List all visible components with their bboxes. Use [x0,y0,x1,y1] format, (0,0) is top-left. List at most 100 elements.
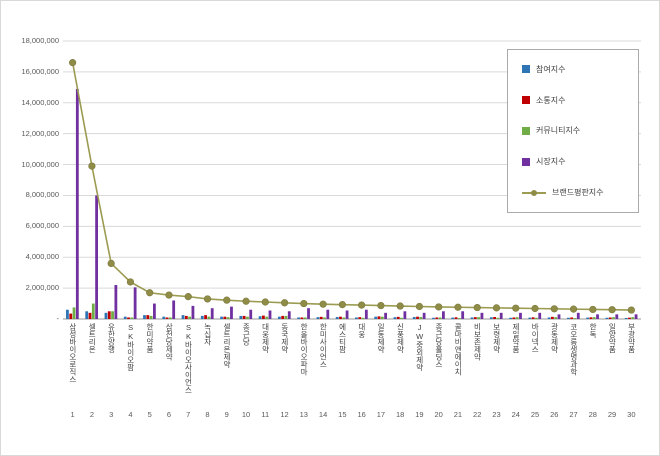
category-label: 코오롱생명과학 [569,323,579,376]
rank-label: 4 [128,410,133,419]
bar-series-1 [570,317,574,319]
category-label-cell: 종근당 [236,323,255,409]
category-label: 유한양행 [106,323,116,353]
bar-series-1 [300,317,304,319]
legend-label: 브랜드평판지수 [552,188,604,198]
bar-series-2 [573,318,577,319]
category-label: 동국제약 [280,323,290,353]
bar-series-2 [265,316,269,319]
bar-series-2 [72,307,76,319]
line-marker [435,303,443,311]
bar-series-2 [111,311,114,319]
line-marker [88,162,96,170]
category-label: 비보존제약 [472,323,482,361]
line-marker [184,293,192,301]
legend-label: 커뮤니티지수 [536,126,581,136]
bar-series-2 [477,317,481,319]
line-marker [531,304,539,313]
rank-label: 7 [186,410,191,419]
bar-series-3 [615,314,619,319]
bar-series-2 [284,315,288,319]
category-label: 보령제약 [492,323,502,353]
bar-series-1 [223,316,227,319]
category-label-cell: 비보존제약 [468,323,487,409]
bar-series-1 [454,317,458,319]
line-marker [338,301,346,309]
bar-series-1 [165,317,169,319]
category-label: 종근당홀딩스 [434,323,444,368]
bar-series-1 [319,316,323,319]
legend-swatch-icon [522,65,530,74]
rank-label: 29 [607,410,617,419]
bar-series-2 [168,317,172,319]
bar-series-1 [473,317,477,319]
bar-series-3 [287,311,291,319]
category-label: 대웅제약 [261,323,271,353]
bar-series-1 [262,315,265,319]
category-label-cell: 콜마비앤에이치 [448,323,467,409]
rank-label: 28 [588,410,597,419]
rank-label: 11 [261,410,270,419]
bar-series-2 [303,317,307,319]
bar-series-0 [277,316,281,319]
line-marker [242,297,250,305]
bar-series-1 [204,315,207,319]
legend-swatch-icon [522,126,530,135]
bar-series-0 [258,316,262,319]
bar-series-3 [364,309,368,319]
category-label-cell: 대웅제약 [256,323,275,409]
rank-label: 5 [147,410,152,419]
bar-series-2 [457,318,461,319]
bar-series-2 [207,316,211,319]
legend-line-marker-icon [522,189,546,197]
bar-series-0 [335,316,339,319]
bar-series-1 [107,311,111,319]
legend-item-1: 소통지수 [508,95,638,106]
bar-series-2 [91,303,95,319]
bar-series-3 [172,300,176,319]
rank-label: 25 [530,410,540,419]
category-label: 광동제약 [550,323,560,353]
category-label-cell: 보령제약 [487,323,506,409]
bar-series-1 [608,317,612,319]
category-label: 한독 [588,323,598,338]
bar-series-2 [149,315,153,319]
legend-label: 참여지수 [536,64,566,74]
bar-series-3 [230,306,233,319]
legend-swatch-icon [522,96,530,105]
bar-series-2 [361,317,365,319]
bar-series-0 [297,317,301,319]
x-axis-rank-labels: 1 2 3 4 5 6 7 8 9 10 11 12 13 14 15 16 17 18 19 20 21 22 23 24 2… [63,410,641,421]
bar-series-2 [535,317,538,319]
rank-label: 27 [569,410,578,419]
category-label-cell: 일동제약 [371,323,390,409]
bar-series-0 [432,317,435,319]
rank-label: 20 [434,410,443,419]
bar-series-1 [88,312,92,319]
rank-label: 2 [89,410,94,419]
bar-series-2 [400,317,403,319]
y-tick-label: 12,000,000 [21,128,59,138]
category-label-cell: 종근당홀딩스 [429,323,448,409]
bar-series-2 [496,317,500,319]
bar-series-2 [188,316,192,319]
rank-label: 12 [280,410,289,419]
category-label: 삼천당제약 [164,323,174,361]
bar-series-3 [345,310,349,319]
category-label: 일양약품 [607,323,617,353]
y-tick-label: 16,000,000 [21,66,59,76]
category-label: 셀트리온제약 [222,323,232,368]
bar-series-0 [85,311,89,319]
y-tick-label: 6,000,000 [25,221,59,231]
bar-series-0 [470,317,474,319]
bar-series-0 [412,316,416,319]
bar-series-3 [114,285,118,319]
bar-series-2 [226,317,230,319]
category-label-cell: 삼천당제약 [159,323,178,409]
category-label-cell: 한독 [583,323,602,409]
bar-series-1 [531,317,535,319]
legend-item-4: 브랜드평판지수 [508,187,638,198]
bar-series-1 [435,317,439,319]
bar-series-0 [605,317,609,319]
